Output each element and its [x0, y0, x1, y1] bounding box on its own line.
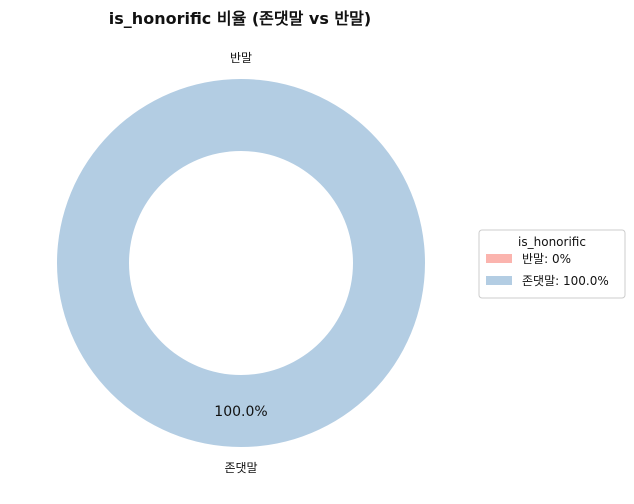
legend-entry: 반말: 0%	[522, 252, 571, 266]
legend-frame	[478, 229, 626, 299]
chart-title: is_honorific 비율 (존댓말 vs 반말)	[109, 9, 371, 28]
percent-label: 100.0%	[214, 404, 267, 420]
category-label: 존댓말	[224, 461, 257, 475]
legend-entry: 존댓말: 100.0%	[522, 274, 609, 288]
legend-title: is_honorific	[518, 235, 586, 249]
slice-존댓말	[57, 79, 425, 447]
legend-swatch	[486, 276, 512, 285]
category-label: 반말	[230, 51, 252, 65]
donut-slices	[57, 79, 425, 447]
legend: is_honorific 반말: 0% 존댓말: 100.0%	[478, 229, 626, 299]
legend-swatch	[486, 254, 512, 263]
legend-items: 반말: 0% 존댓말: 100.0%	[486, 252, 609, 288]
